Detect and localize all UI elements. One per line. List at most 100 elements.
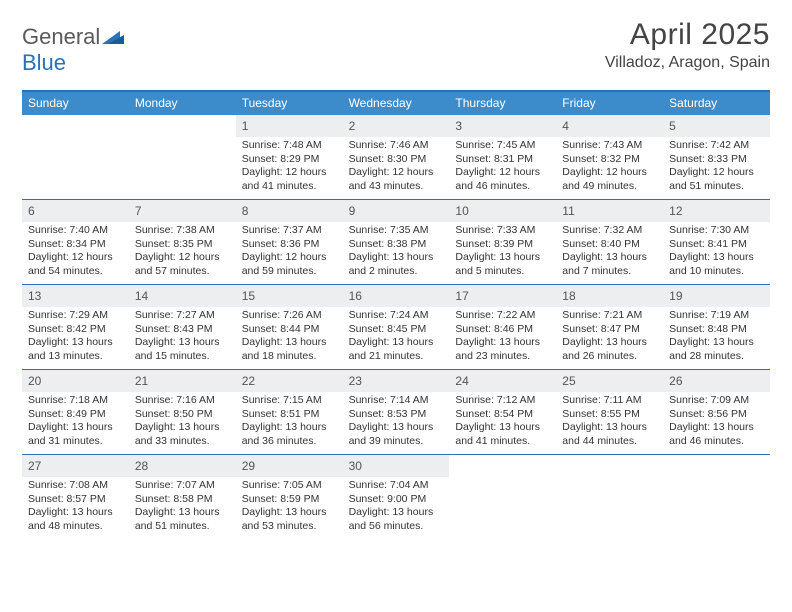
day-body: Sunrise: 7:22 AMSunset: 8:46 PMDaylight:…: [449, 307, 556, 368]
sunrise-text: Sunrise: 7:04 AM: [349, 479, 444, 493]
day-number-row: 29: [236, 455, 343, 477]
day-cell: 25 Sunrise: 7:11 AMSunset: 8:55 PMDayligh…: [556, 370, 663, 454]
day-body: Sunrise: 7:16 AMSunset: 8:50 PMDaylight:…: [129, 392, 236, 453]
day-cell: 9Sunrise: 7:35 AMSunset: 8:38 PMDaylight…: [343, 200, 450, 284]
daylight-text: Daylight: 13 hours and 21 minutes.: [349, 336, 444, 363]
daylight-text: Daylight: 12 hours and 54 minutes.: [28, 251, 123, 278]
day-cell: 27 Sunrise: 7:08 AMSunset: 8:57 PMDayligh…: [22, 455, 129, 539]
daylight-text: Daylight: 13 hours and 33 minutes.: [135, 421, 230, 448]
header: GeneralBlue April 2025 Villadoz, Aragon,…: [22, 18, 770, 76]
sunset-text: Sunset: 8:54 PM: [455, 408, 550, 422]
day-number-row: 2: [343, 115, 450, 137]
sunset-text: Sunset: 8:43 PM: [135, 323, 230, 337]
daylight-text: Daylight: 13 hours and 44 minutes.: [562, 421, 657, 448]
sunrise-text: Sunrise: 7:43 AM: [562, 139, 657, 153]
sunset-text: Sunset: 8:32 PM: [562, 153, 657, 167]
day-number: 10: [455, 204, 468, 218]
sunrise-text: Sunrise: 7:33 AM: [455, 224, 550, 238]
sunset-text: Sunset: 8:45 PM: [349, 323, 444, 337]
day-body: Sunrise: 7:15 AMSunset: 8:51 PMDaylight:…: [236, 392, 343, 453]
daylight-text: Daylight: 12 hours and 51 minutes.: [669, 166, 764, 193]
day-number-row: 30: [343, 455, 450, 477]
logo-mark-icon: [102, 24, 124, 50]
empty-cell: [556, 455, 663, 539]
daylight-text: Daylight: 13 hours and 41 minutes.: [455, 421, 550, 448]
day-cell: 26Sunrise: 7:09 AMSunset: 8:56 PMDayligh…: [663, 370, 770, 454]
day-body: Sunrise: 7:40 AMSunset: 8:34 PMDaylight:…: [22, 222, 129, 283]
day-body: Sunrise: 7:32 AMSunset: 8:40 PMDaylight:…: [556, 222, 663, 283]
daylight-text: Daylight: 13 hours and 2 minutes.: [349, 251, 444, 278]
day-number-row: 19: [663, 285, 770, 307]
day-body: Sunrise: 7:29 AMSunset: 8:42 PMDaylight:…: [22, 307, 129, 368]
day-number: 20: [28, 374, 41, 388]
daylight-text: Daylight: 13 hours and 15 minutes.: [135, 336, 230, 363]
sunset-text: Sunset: 8:55 PM: [562, 408, 657, 422]
sunrise-text: Sunrise: 7:07 AM: [135, 479, 230, 493]
day-number: 1: [242, 119, 249, 133]
day-number: 5: [669, 119, 676, 133]
daylight-text: Daylight: 13 hours and 39 minutes.: [349, 421, 444, 448]
day-number-row: 22: [236, 370, 343, 392]
sunset-text: Sunset: 8:51 PM: [242, 408, 337, 422]
sunrise-text: Sunrise: 7:46 AM: [349, 139, 444, 153]
day-number: 21: [135, 374, 148, 388]
day-number-row: 8: [236, 200, 343, 222]
day-cell: 16Sunrise: 7:24 AMSunset: 8:45 PMDayligh…: [343, 285, 450, 369]
sunset-text: Sunset: 8:39 PM: [455, 238, 550, 252]
sunset-text: Sunset: 8:36 PM: [242, 238, 337, 252]
sunset-text: Sunset: 8:38 PM: [349, 238, 444, 252]
day-number-row: 10: [449, 200, 556, 222]
daylight-text: Daylight: 12 hours and 59 minutes.: [242, 251, 337, 278]
day-cell: 8Sunrise: 7:37 AMSunset: 8:36 PMDaylight…: [236, 200, 343, 284]
day-cell: 2Sunrise: 7:46 AMSunset: 8:30 PMDaylight…: [343, 115, 450, 199]
sunrise-text: Sunrise: 7:35 AM: [349, 224, 444, 238]
day-number-row: 20: [22, 370, 129, 392]
day-cell: 10Sunrise: 7:33 AMSunset: 8:39 PMDayligh…: [449, 200, 556, 284]
day-number-row: 5: [663, 115, 770, 137]
day-cell: 17Sunrise: 7:22 AMSunset: 8:46 PMDayligh…: [449, 285, 556, 369]
day-body: Sunrise: 7:11 AMSunset: 8:55 PMDaylight:…: [556, 392, 663, 453]
day-of-week: Tuesday: [236, 92, 343, 115]
day-body: Sunrise: 7:19 AMSunset: 8:48 PMDaylight:…: [663, 307, 770, 368]
day-cell: 18Sunrise: 7:21 AMSunset: 8:47 PMDayligh…: [556, 285, 663, 369]
day-cell: 14Sunrise: 7:27 AMSunset: 8:43 PMDayligh…: [129, 285, 236, 369]
sunset-text: Sunset: 8:48 PM: [669, 323, 764, 337]
day-cell: 12Sunrise: 7:30 AMSunset: 8:41 PMDayligh…: [663, 200, 770, 284]
day-number: 25: [562, 374, 575, 388]
day-number-row: 24: [449, 370, 556, 392]
daylight-text: Daylight: 13 hours and 31 minutes.: [28, 421, 123, 448]
day-body: Sunrise: 7:18 AMSunset: 8:49 PMDaylight:…: [22, 392, 129, 453]
daylight-text: Daylight: 13 hours and 53 minutes.: [242, 506, 337, 533]
day-cell: 20 Sunrise: 7:18 AMSunset: 8:49 PMDayligh…: [22, 370, 129, 454]
day-cell: 13Sunrise: 7:29 AMSunset: 8:42 PMDayligh…: [22, 285, 129, 369]
sunrise-text: Sunrise: 7:45 AM: [455, 139, 550, 153]
day-number: 2: [349, 119, 356, 133]
day-body: Sunrise: 7:08 AMSunset: 8:57 PMDaylight:…: [22, 477, 129, 538]
day-cell: 28Sunrise: 7:07 AMSunset: 8:58 PMDayligh…: [129, 455, 236, 539]
day-body: Sunrise: 7:04 AMSunset: 9:00 PMDaylight:…: [343, 477, 450, 538]
day-cell: 29Sunrise: 7:05 AMSunset: 8:59 PMDayligh…: [236, 455, 343, 539]
logo-text: GeneralBlue: [22, 24, 124, 76]
day-cell: 6Sunrise: 7:40 AMSunset: 8:34 PMDaylight…: [22, 200, 129, 284]
day-number-row: 3: [449, 115, 556, 137]
sunset-text: Sunset: 8:44 PM: [242, 323, 337, 337]
sunset-text: Sunset: 8:35 PM: [135, 238, 230, 252]
logo: GeneralBlue: [22, 18, 124, 76]
daylight-text: Daylight: 13 hours and 48 minutes.: [28, 506, 123, 533]
day-number-row: 28: [129, 455, 236, 477]
sunrise-text: Sunrise: 7:12 AM: [455, 394, 550, 408]
day-body: Sunrise: 7:12 AMSunset: 8:54 PMDaylight:…: [449, 392, 556, 453]
day-number: 27: [28, 459, 41, 473]
sunset-text: Sunset: 8:40 PM: [562, 238, 657, 252]
day-number-row: 16: [343, 285, 450, 307]
daylight-text: Daylight: 13 hours and 7 minutes.: [562, 251, 657, 278]
daylight-text: Daylight: 12 hours and 43 minutes.: [349, 166, 444, 193]
daylight-text: Daylight: 13 hours and 36 minutes.: [242, 421, 337, 448]
day-cell: 7Sunrise: 7:38 AMSunset: 8:35 PMDaylight…: [129, 200, 236, 284]
sunrise-text: Sunrise: 7:09 AM: [669, 394, 764, 408]
sunrise-text: Sunrise: 7:48 AM: [242, 139, 337, 153]
day-of-week: Wednesday: [343, 92, 450, 115]
daylight-text: Daylight: 12 hours and 57 minutes.: [135, 251, 230, 278]
sunset-text: Sunset: 8:58 PM: [135, 493, 230, 507]
day-cell: 21 Sunrise: 7:16 AMSunset: 8:50 PMDayligh…: [129, 370, 236, 454]
